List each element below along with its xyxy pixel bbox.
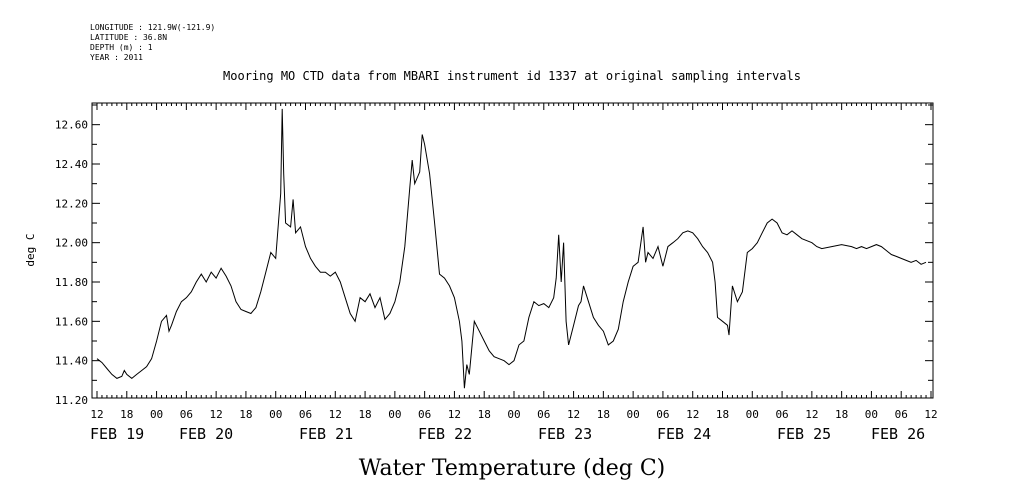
day-label: FEB 22 <box>418 425 472 443</box>
y-axis-label: deg C <box>24 233 37 266</box>
x-tick-label: 12 <box>805 408 818 421</box>
x-tick-label: 18 <box>597 408 610 421</box>
x-tick-label: 06 <box>656 408 669 421</box>
y-tick-label: 12.20 <box>55 197 88 210</box>
day-label: FEB 25 <box>777 425 831 443</box>
x-tick-label: 06 <box>299 408 312 421</box>
x-tick-label: 12 <box>924 408 937 421</box>
day-label: FEB 21 <box>299 425 353 443</box>
x-tick-label: 12 <box>90 408 103 421</box>
y-axis: 11.20 11.40 11.60 11.80 12.00 12.20 12.40 12.60 <box>55 104 933 407</box>
y-tick-label: 11.60 <box>55 315 88 328</box>
x-tick-label: 18 <box>835 408 848 421</box>
x-tick-label: 00 <box>507 408 520 421</box>
x-tick-label: 06 <box>895 408 908 421</box>
x-tick-label: 06 <box>418 408 431 421</box>
x-tick-label: 18 <box>358 408 371 421</box>
chart-title: Mooring MO CTD data from MBARI instrumen… <box>223 69 801 83</box>
y-tick-label: 12.60 <box>55 119 88 132</box>
x-axis-title: Water Temperature (deg C) <box>359 456 666 481</box>
x-tick-label: 00 <box>865 408 878 421</box>
day-label: FEB 26 <box>871 425 925 443</box>
day-label: FEB 20 <box>179 425 233 443</box>
x-tick-label: 12 <box>567 408 580 421</box>
x-tick-label: 00 <box>150 408 163 421</box>
day-label: FEB 23 <box>538 425 592 443</box>
x-tick-label: 18 <box>239 408 252 421</box>
x-tick-label: 18 <box>478 408 491 421</box>
x-tick-label: 00 <box>627 408 640 421</box>
meta-latitude: LATITUDE : 36.8N <box>90 33 167 42</box>
meta-year: YEAR : 2011 <box>90 53 143 62</box>
x-tick-label: 06 <box>775 408 788 421</box>
meta-depth: DEPTH (m) : 1 <box>90 43 153 52</box>
y-tick-label: 11.80 <box>55 276 88 289</box>
day-label: FEB 19 <box>90 425 144 443</box>
x-axis: 12 18 00 06 12 18 00 06 12 18 00 06 12 18 00 06 12 18 00 06… <box>90 103 938 421</box>
x-tick-label: 00 <box>388 408 401 421</box>
meta-longitude: LONGITUDE : 121.9W(-121.9) <box>90 23 215 32</box>
x-tick-label: 06 <box>180 408 193 421</box>
x-tick-label: 12 <box>686 408 699 421</box>
day-labels: FEB 19 FEB 20 FEB 21 FEB 22 FEB 23 FEB 24 FEB … <box>90 425 925 443</box>
x-tick-label: 18 <box>716 408 729 421</box>
x-tick-label: 12 <box>210 408 223 421</box>
x-tick-label: 00 <box>746 408 759 421</box>
y-tick-label: 11.40 <box>55 355 88 368</box>
series-line-water-temperature <box>96 108 927 389</box>
y-tick-label: 11.20 <box>55 394 88 407</box>
x-tick-label: 12 <box>329 408 342 421</box>
y-tick-label: 12.00 <box>55 237 88 250</box>
y-tick-label: 12.40 <box>55 158 88 171</box>
day-label: FEB 24 <box>657 425 711 443</box>
plot-frame <box>91 102 934 399</box>
x-tick-label: 18 <box>120 408 133 421</box>
x-tick-label: 06 <box>537 408 550 421</box>
x-tick-label: 12 <box>448 408 461 421</box>
x-tick-label: 00 <box>269 408 282 421</box>
